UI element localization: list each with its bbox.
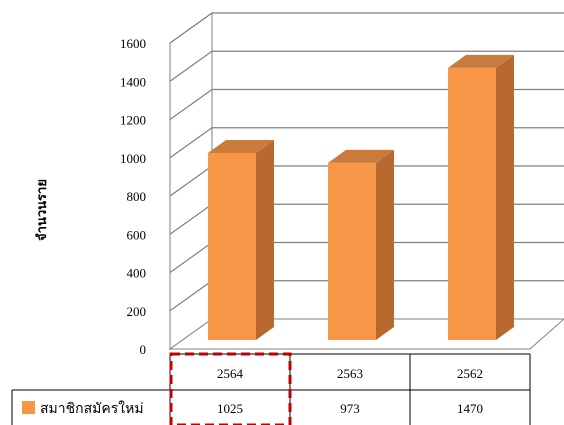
y-tick-label: 600 — [127, 227, 147, 242]
bar-2562 — [448, 54, 514, 341]
table-header-cell: 2564 — [217, 366, 244, 381]
y-tick-label: 1600 — [120, 36, 146, 51]
gridline — [169, 127, 564, 159]
bar-top — [208, 139, 274, 153]
legend: สมาชิกสมัครใหม่ — [22, 400, 144, 417]
y-tick-label: 400 — [127, 266, 147, 281]
bar-2564 — [208, 139, 274, 340]
gridline — [169, 12, 564, 44]
bar-top — [328, 149, 394, 163]
bar-side — [376, 149, 394, 340]
bar-front — [328, 162, 376, 340]
bar-front — [208, 152, 256, 340]
bar-side — [496, 54, 514, 341]
y-tick-label: 1000 — [120, 151, 146, 166]
y-tick-label: 1200 — [120, 113, 146, 128]
table-header-cell: 2562 — [457, 366, 483, 381]
table-value-cell: 1470 — [457, 401, 483, 416]
legend-label: สมาชิกสมัครใหม่ — [40, 400, 144, 417]
bar-top — [448, 54, 514, 68]
y-tick-label: 200 — [127, 304, 147, 319]
y-axis-title: จำนวนราย — [34, 179, 49, 241]
highlight-box — [169, 352, 292, 425]
gridline — [169, 50, 564, 82]
table-value-cell: 973 — [340, 401, 360, 416]
bars — [208, 54, 514, 341]
y-tick-label: 0 — [140, 342, 147, 357]
bar-side — [256, 139, 274, 340]
table-value-cell: 1025 — [217, 401, 243, 416]
y-tick-labels: 0 200 400 600 800 1000 1200 1400 1600 — [120, 36, 146, 357]
bar-2563 — [328, 149, 394, 340]
table-header-cell: 2563 — [337, 366, 363, 381]
y-tick-label: 1400 — [120, 74, 146, 89]
gridline — [169, 88, 564, 120]
legend-swatch — [22, 401, 35, 414]
bar-front — [448, 67, 496, 341]
y-tick-label: 800 — [127, 189, 147, 204]
